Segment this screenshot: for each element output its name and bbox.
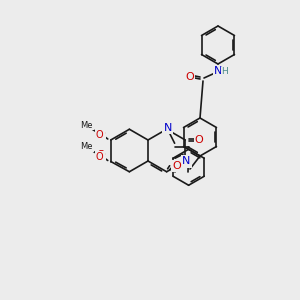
Text: O: O (96, 130, 103, 140)
Text: OMe label area: OMe label area (80, 143, 90, 144)
Text: N: N (182, 157, 190, 166)
Text: H: H (222, 68, 228, 76)
Text: O: O (96, 151, 105, 160)
Text: O: O (195, 135, 204, 145)
Text: O: O (96, 152, 103, 161)
Text: N: N (214, 66, 222, 76)
Text: O: O (96, 129, 105, 139)
Text: N: N (164, 123, 172, 133)
Text: O: O (186, 72, 194, 82)
Text: O: O (172, 161, 181, 171)
Text: Me: Me (80, 121, 93, 130)
Text: Me: Me (80, 142, 93, 151)
